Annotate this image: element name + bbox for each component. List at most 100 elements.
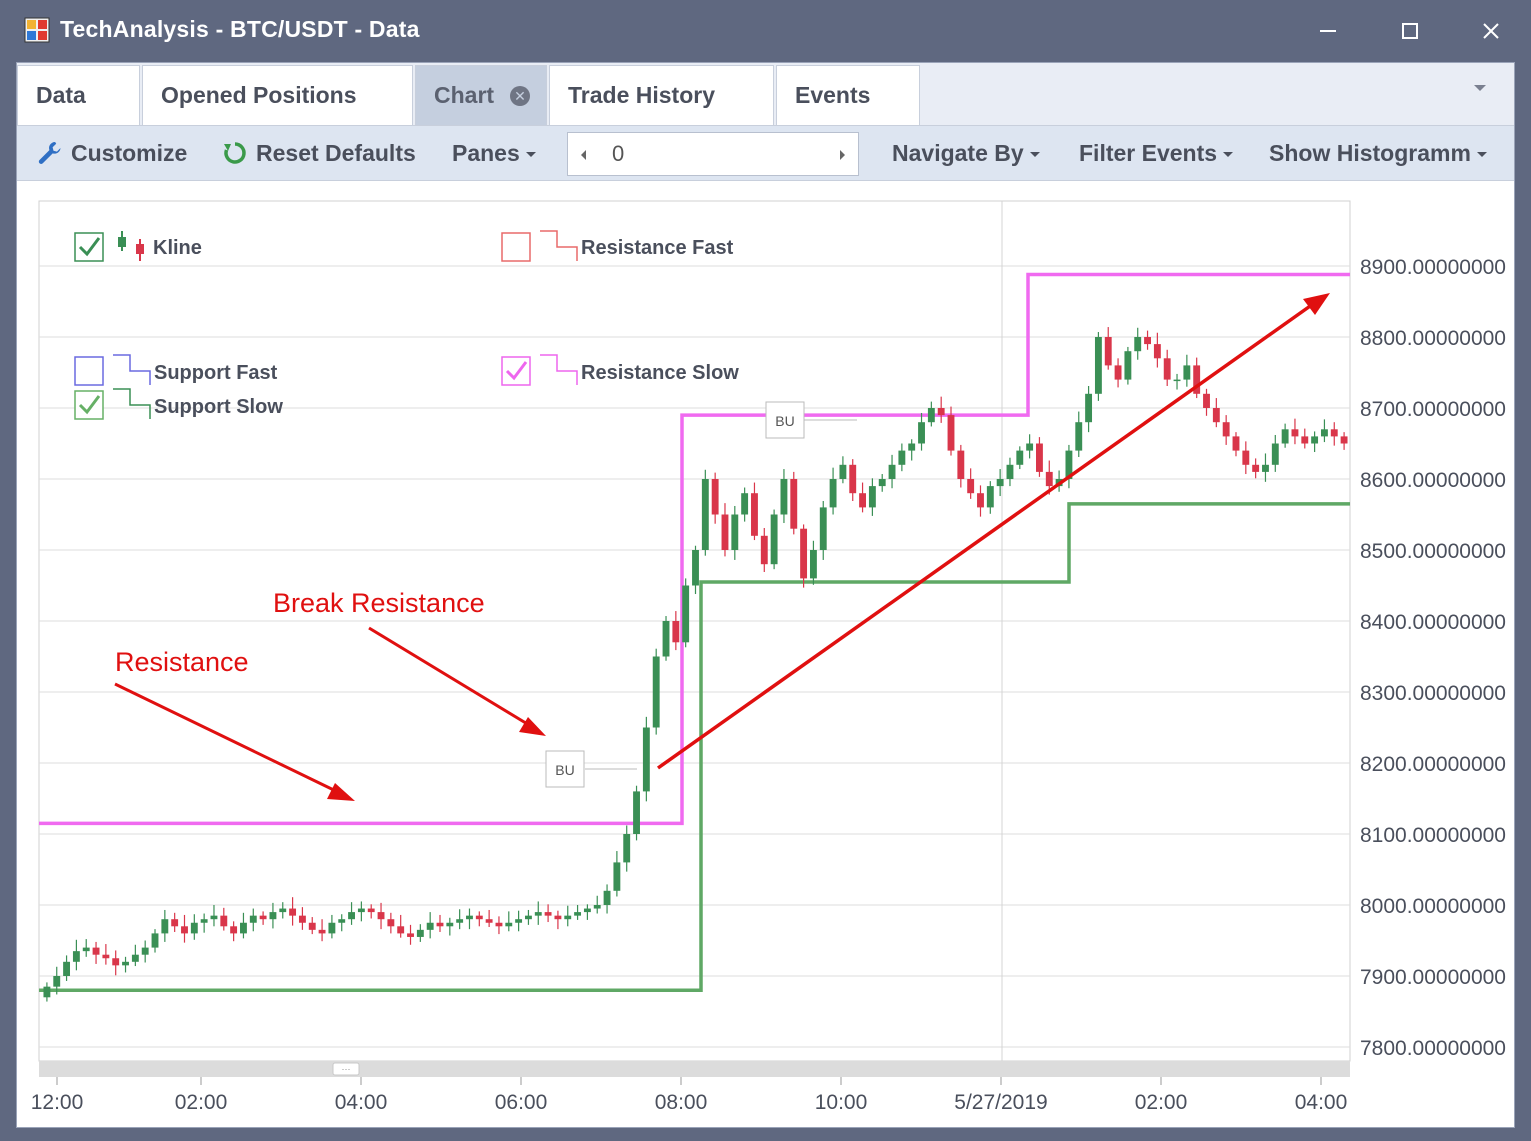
candle-body bbox=[1036, 443, 1043, 472]
candle-body bbox=[456, 919, 464, 923]
filter-events-dropdown[interactable]: Filter Events bbox=[1079, 126, 1234, 180]
legend-item-support-fast[interactable]: Support Fast bbox=[74, 354, 278, 386]
navigate-by-dropdown[interactable]: Navigate By bbox=[892, 126, 1040, 180]
tab-events[interactable]: Events bbox=[776, 65, 920, 125]
candle-body bbox=[485, 919, 493, 923]
candle-body bbox=[1045, 471, 1053, 487]
candle-body bbox=[416, 929, 424, 937]
chart-app-icon bbox=[24, 17, 50, 43]
candle-body bbox=[1193, 365, 1201, 394]
tab-strip: Data Opened Positions Chart ✕ Trade Hist… bbox=[17, 63, 1514, 125]
candle-body bbox=[249, 915, 257, 923]
close-button[interactable] bbox=[1451, 0, 1531, 62]
legend-item-resistance-slow[interactable]: Resistance Slow bbox=[501, 354, 739, 386]
reset-defaults-button[interactable]: Reset Defaults bbox=[222, 126, 416, 180]
candle-body bbox=[770, 514, 778, 565]
legend-item-kline[interactable]: Kline bbox=[74, 231, 202, 262]
tabs-dropdown-icon[interactable] bbox=[1474, 85, 1486, 91]
tab-chart[interactable]: Chart ✕ bbox=[415, 65, 547, 125]
panes-label: Panes bbox=[452, 139, 520, 166]
candle-body bbox=[1320, 429, 1328, 437]
chart-area[interactable]: 8900.00000000 8800.00000000 8700.00000000 8… bbox=[17, 181, 1514, 1127]
scrollbar-thumb[interactable] bbox=[332, 1062, 360, 1076]
candle-body bbox=[102, 954, 110, 959]
candle-body bbox=[505, 922, 513, 927]
chevron-left-icon[interactable] bbox=[578, 149, 590, 161]
candle-body bbox=[92, 947, 100, 955]
candle-body bbox=[1311, 436, 1319, 444]
event-marker-bu-2[interactable]: BU bbox=[765, 401, 857, 439]
tab-opened-positions[interactable]: Opened Positions bbox=[142, 65, 413, 125]
candle-body bbox=[43, 986, 51, 998]
x-tick-label: 5/27/2019 bbox=[954, 1091, 1047, 1114]
close-icon bbox=[1483, 23, 1499, 39]
candle-body bbox=[1340, 436, 1348, 444]
maximize-button[interactable] bbox=[1370, 0, 1450, 62]
candle-body bbox=[387, 919, 395, 927]
candle-body bbox=[701, 479, 709, 550]
candle-body bbox=[1301, 436, 1309, 444]
candle-body bbox=[937, 408, 945, 416]
candle-body bbox=[1075, 422, 1083, 451]
candle-body bbox=[151, 933, 159, 948]
candle-body bbox=[308, 922, 316, 930]
support-slow-line bbox=[39, 502, 1350, 992]
customize-button[interactable]: Customize bbox=[37, 126, 187, 180]
candle-body bbox=[298, 915, 306, 923]
candle-body bbox=[348, 912, 355, 920]
candle-body bbox=[819, 507, 827, 550]
candle-body bbox=[809, 550, 817, 579]
candle-body bbox=[986, 486, 994, 508]
event-marker-bu-1[interactable]: BU bbox=[545, 750, 637, 788]
legend-item-resistance-fast[interactable]: Resistance Fast bbox=[501, 230, 734, 262]
horizontal-scrollbar[interactable]: ··· bbox=[39, 1061, 1350, 1077]
arrow-icon bbox=[368, 626, 546, 736]
checkbox[interactable] bbox=[74, 390, 104, 420]
candle-body bbox=[131, 954, 139, 962]
minimize-button[interactable] bbox=[1288, 0, 1368, 62]
candle-body bbox=[859, 493, 866, 508]
price-chart[interactable]: 8900.00000000 8800.00000000 8700.00000000 8… bbox=[17, 181, 1514, 1127]
checkbox[interactable] bbox=[501, 232, 531, 262]
candle-body bbox=[269, 912, 277, 920]
tab-data[interactable]: Data bbox=[17, 65, 140, 125]
candle-body bbox=[849, 464, 857, 494]
navigation-spinner[interactable]: 0 bbox=[567, 132, 859, 176]
panes-dropdown[interactable]: Panes bbox=[452, 126, 536, 180]
candle-body bbox=[1026, 443, 1034, 451]
legend-label: Resistance Fast bbox=[581, 237, 734, 259]
candle-body bbox=[1212, 408, 1220, 423]
checkbox[interactable] bbox=[74, 232, 104, 262]
tab-trade-history[interactable]: Trade History bbox=[549, 65, 774, 125]
candle-body bbox=[829, 479, 837, 508]
candle-body bbox=[328, 922, 336, 934]
step-line-icon bbox=[540, 354, 578, 385]
x-tick-label: 04:00 bbox=[335, 1091, 388, 1114]
checkbox[interactable] bbox=[501, 356, 531, 386]
candle-body bbox=[672, 621, 680, 643]
chevron-right-icon[interactable] bbox=[836, 149, 848, 161]
candle-body bbox=[574, 912, 582, 916]
candle-body bbox=[1065, 450, 1073, 479]
candle-body bbox=[1271, 443, 1279, 465]
candle-body bbox=[652, 656, 660, 728]
legend-label: Kline bbox=[153, 237, 202, 259]
tab-label: Trade History bbox=[568, 82, 715, 108]
candle-body bbox=[1104, 337, 1112, 366]
candle-body bbox=[1085, 393, 1093, 423]
candle-body bbox=[662, 621, 670, 657]
candle-body bbox=[240, 922, 247, 934]
tab-close-icon[interactable]: ✕ bbox=[510, 86, 530, 106]
checkbox[interactable] bbox=[74, 356, 104, 386]
step-line-icon bbox=[540, 230, 578, 261]
candle-body bbox=[878, 479, 886, 487]
candle-body bbox=[367, 908, 375, 913]
spinner-value[interactable]: 0 bbox=[612, 141, 625, 166]
candle-body bbox=[1114, 365, 1122, 380]
candle-body bbox=[780, 479, 788, 515]
legend-item-support-slow[interactable]: Support Slow bbox=[74, 388, 283, 420]
candle-body bbox=[1222, 422, 1230, 437]
event-marker-label: BU bbox=[555, 762, 574, 778]
show-histogram-dropdown[interactable]: Show Histogramm bbox=[1269, 126, 1487, 180]
customize-label: Customize bbox=[71, 139, 188, 166]
